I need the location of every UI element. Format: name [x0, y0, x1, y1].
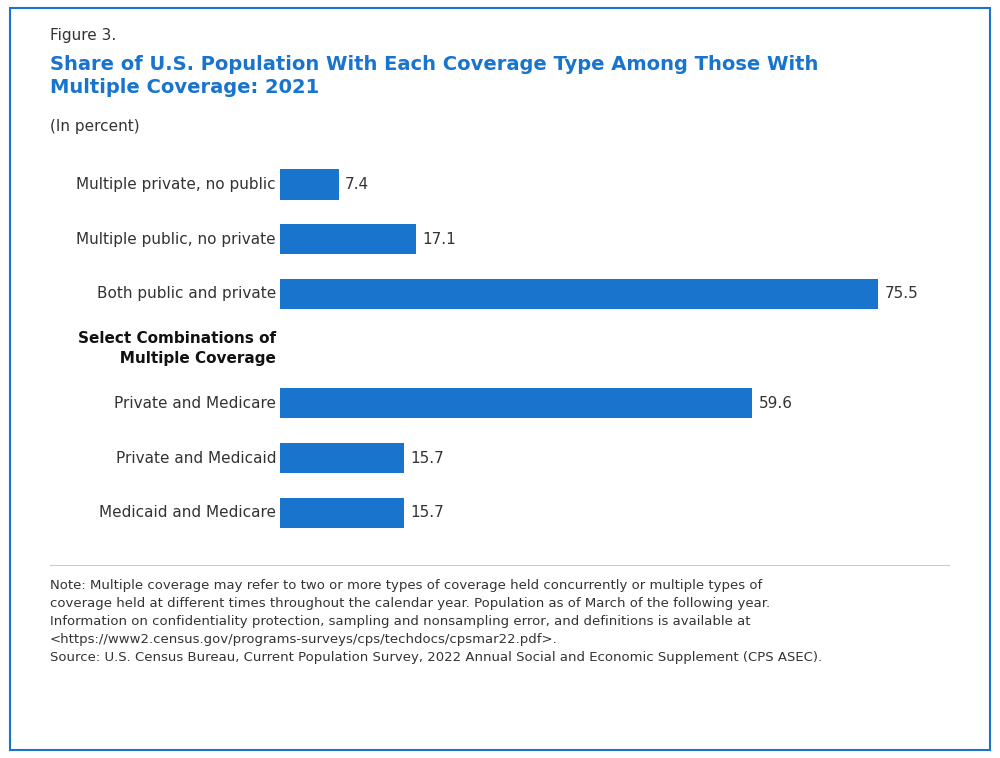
Bar: [280, 279, 878, 309]
Bar: [280, 224, 416, 254]
Text: 17.1: 17.1: [422, 232, 456, 246]
Text: Both public and private: Both public and private: [97, 287, 276, 302]
Text: Share of U.S. Population With Each Coverage Type Among Those With
Multiple Cover: Share of U.S. Population With Each Cover…: [50, 55, 818, 97]
Text: Multiple public, no private: Multiple public, no private: [76, 232, 276, 246]
Text: 7.4: 7.4: [345, 177, 369, 192]
Text: 15.7: 15.7: [411, 506, 445, 521]
Text: Note: Multiple coverage may refer to two or more types of coverage held concurre: Note: Multiple coverage may refer to two…: [50, 579, 822, 664]
Bar: [280, 169, 339, 199]
Bar: [280, 443, 404, 473]
Text: Private and Medicaid: Private and Medicaid: [116, 451, 276, 465]
Text: Multiple private, no public: Multiple private, no public: [76, 177, 276, 192]
Text: Select Combinations of
   Multiple Coverage: Select Combinations of Multiple Coverage: [78, 331, 276, 366]
Text: 59.6: 59.6: [759, 396, 793, 411]
Text: (In percent): (In percent): [50, 119, 140, 134]
Bar: [280, 388, 752, 418]
Text: 15.7: 15.7: [411, 451, 445, 465]
Text: Medicaid and Medicare: Medicaid and Medicare: [99, 506, 276, 521]
Text: Private and Medicare: Private and Medicare: [114, 396, 276, 411]
Bar: [280, 498, 404, 528]
Text: 75.5: 75.5: [885, 287, 919, 302]
Text: Figure 3.: Figure 3.: [50, 28, 116, 43]
